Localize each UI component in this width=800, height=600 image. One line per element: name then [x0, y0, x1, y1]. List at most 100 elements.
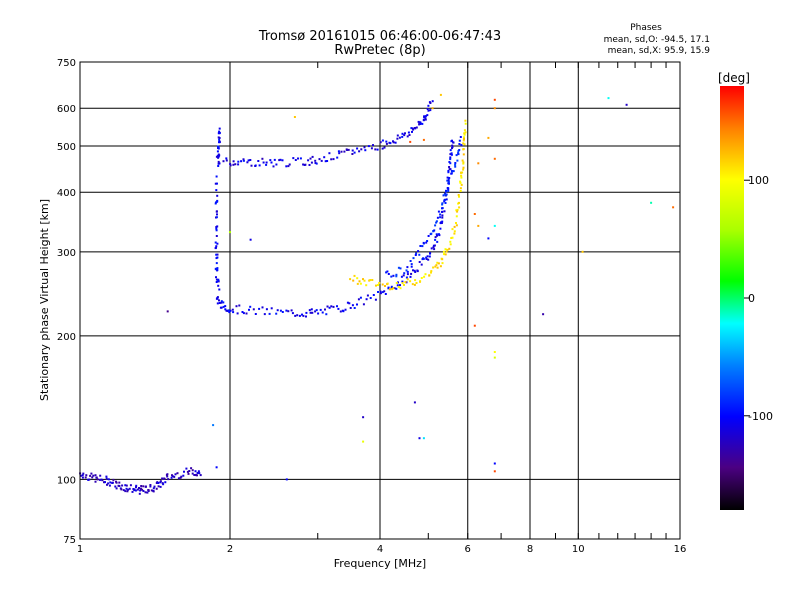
- data-point: [445, 190, 448, 193]
- data-point: [459, 181, 462, 184]
- data-point: [387, 286, 390, 289]
- data-point: [427, 109, 430, 112]
- data-point: [270, 307, 273, 310]
- data-point: [368, 279, 371, 282]
- data-point: [408, 134, 411, 136]
- data-point: [218, 127, 221, 130]
- data-point: [146, 491, 149, 494]
- data-point: [450, 172, 453, 175]
- data-point: [220, 300, 223, 303]
- data-point: [215, 276, 217, 279]
- data-point: [379, 290, 382, 293]
- data-point: [216, 182, 218, 185]
- data-point: [261, 157, 264, 160]
- data-point: [447, 177, 450, 180]
- data-point: [463, 137, 465, 140]
- data-point: [455, 224, 458, 227]
- data-point: [434, 265, 437, 268]
- data-point: [459, 180, 462, 183]
- data-point: [304, 163, 307, 166]
- data-point: [309, 311, 312, 314]
- data-point: [447, 187, 450, 190]
- data-point: [257, 160, 260, 162]
- data-point: [131, 490, 134, 493]
- data-point: [477, 162, 480, 165]
- data-point: [262, 161, 265, 164]
- data-point: [222, 305, 225, 308]
- data-point: [363, 279, 366, 282]
- data-point: [385, 271, 388, 274]
- data-point: [439, 93, 442, 96]
- data-point: [410, 127, 413, 130]
- data-point: [463, 143, 466, 146]
- data-point: [434, 224, 437, 227]
- data-point: [358, 150, 361, 153]
- data-point: [439, 216, 442, 219]
- data-point: [311, 311, 314, 314]
- data-point: [430, 232, 433, 235]
- data-point: [425, 241, 428, 244]
- data-point: [351, 304, 354, 307]
- data-point: [446, 176, 449, 179]
- data-point: [672, 206, 675, 209]
- data-point: [352, 279, 355, 282]
- data-point: [453, 232, 456, 235]
- data-point: [454, 165, 457, 168]
- data-point: [461, 159, 464, 162]
- data-point: [372, 294, 375, 296]
- data-point: [449, 158, 452, 161]
- data-point: [462, 166, 465, 169]
- data-point: [493, 351, 496, 353]
- data-point: [232, 311, 235, 314]
- data-point: [241, 311, 244, 313]
- data-point: [324, 160, 327, 163]
- data-point: [454, 163, 457, 166]
- data-point: [144, 485, 147, 488]
- data-point: [134, 489, 137, 492]
- data-point: [435, 233, 438, 236]
- data-point: [447, 179, 450, 182]
- data-point: [326, 305, 329, 308]
- data-point: [426, 108, 429, 110]
- data-point: [332, 158, 335, 161]
- x-tick-label: 4: [377, 544, 383, 555]
- data-point: [459, 136, 462, 138]
- data-point: [420, 277, 423, 279]
- data-point: [439, 213, 442, 216]
- data-point: [188, 470, 191, 472]
- data-point: [407, 131, 410, 134]
- data-point: [339, 310, 342, 313]
- data-point: [218, 299, 220, 302]
- data-point: [446, 179, 449, 182]
- data-point: [159, 481, 162, 484]
- data-point: [82, 472, 85, 475]
- data-point: [440, 222, 443, 224]
- data-point: [232, 160, 235, 163]
- data-point: [464, 131, 467, 134]
- data-point: [270, 161, 273, 164]
- data-point: [216, 200, 219, 203]
- data-point: [315, 162, 318, 165]
- data-point: [242, 312, 245, 315]
- y-tick-label: 75: [63, 535, 76, 546]
- data-point: [215, 227, 218, 230]
- data-point: [403, 284, 405, 286]
- data-point: [214, 241, 217, 244]
- data-point: [229, 164, 232, 167]
- data-point: [441, 207, 443, 210]
- data-point: [447, 190, 450, 192]
- data-point: [404, 281, 407, 284]
- colorbar-tick-label: -100: [748, 410, 773, 423]
- data-point: [441, 202, 444, 205]
- data-point: [248, 308, 250, 311]
- data-point: [176, 472, 179, 475]
- data-point: [427, 235, 430, 237]
- data-point: [370, 147, 373, 150]
- data-point: [462, 162, 465, 165]
- data-point: [358, 280, 361, 283]
- data-point: [216, 213, 218, 216]
- data-point: [118, 485, 121, 487]
- x-axis-label: Frequency [MHz]: [334, 557, 426, 570]
- data-point: [314, 310, 317, 313]
